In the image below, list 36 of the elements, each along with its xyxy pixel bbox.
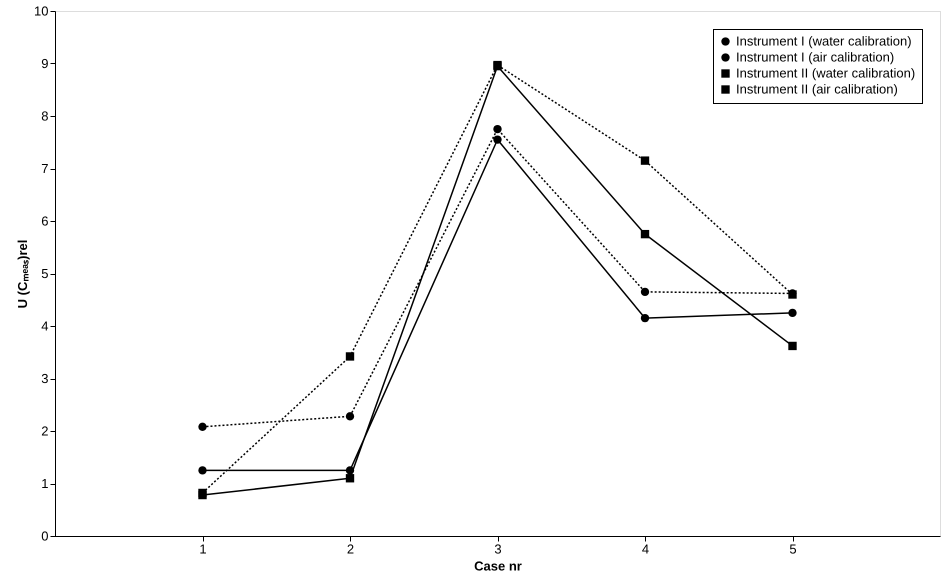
point [493, 135, 502, 144]
point [640, 288, 650, 296]
point [346, 412, 354, 420]
y-tick-label: 7 [41, 161, 48, 176]
x-tick-label: 3 [494, 542, 502, 556]
legend-label: Instrument I (water calibration) [736, 34, 912, 48]
point [346, 466, 354, 475]
y-tick-label: 1 [41, 476, 48, 491]
point [493, 124, 502, 134]
point [788, 342, 797, 350]
point [198, 422, 207, 431]
y-tick-label: 8 [41, 108, 48, 124]
point [346, 352, 354, 361]
y-tick-label: 10 [34, 4, 48, 18]
y-tick-label: 4 [41, 318, 48, 334]
point [640, 156, 650, 165]
y-tick-label: 0 [41, 528, 48, 544]
y-tick-label: 3 [41, 371, 48, 386]
legend-label: Instrument II (water calibration) [736, 66, 916, 80]
y-tick-label: 9 [41, 56, 48, 71]
point [198, 466, 207, 475]
y-tick-label: 6 [41, 214, 48, 228]
point [346, 474, 354, 482]
x-tick-label: 4 [642, 542, 650, 556]
x-tick-label: 2 [346, 542, 354, 556]
y-tick-label: 2 [41, 424, 48, 438]
point [640, 230, 650, 238]
legend-label: Instrument I (air calibration) [736, 50, 894, 64]
point [788, 308, 797, 318]
legend-label: Instrument II (air calibration) [736, 82, 898, 96]
y-tick-label: 5 [41, 266, 48, 281]
x-tick-label: 5 [789, 542, 797, 556]
y-axis-title: U (Cₘₑₐₛ)rel [15, 240, 30, 308]
point [640, 314, 650, 322]
x-tick-label: 1 [199, 542, 207, 556]
x-axis-title: Case nr [474, 558, 522, 574]
